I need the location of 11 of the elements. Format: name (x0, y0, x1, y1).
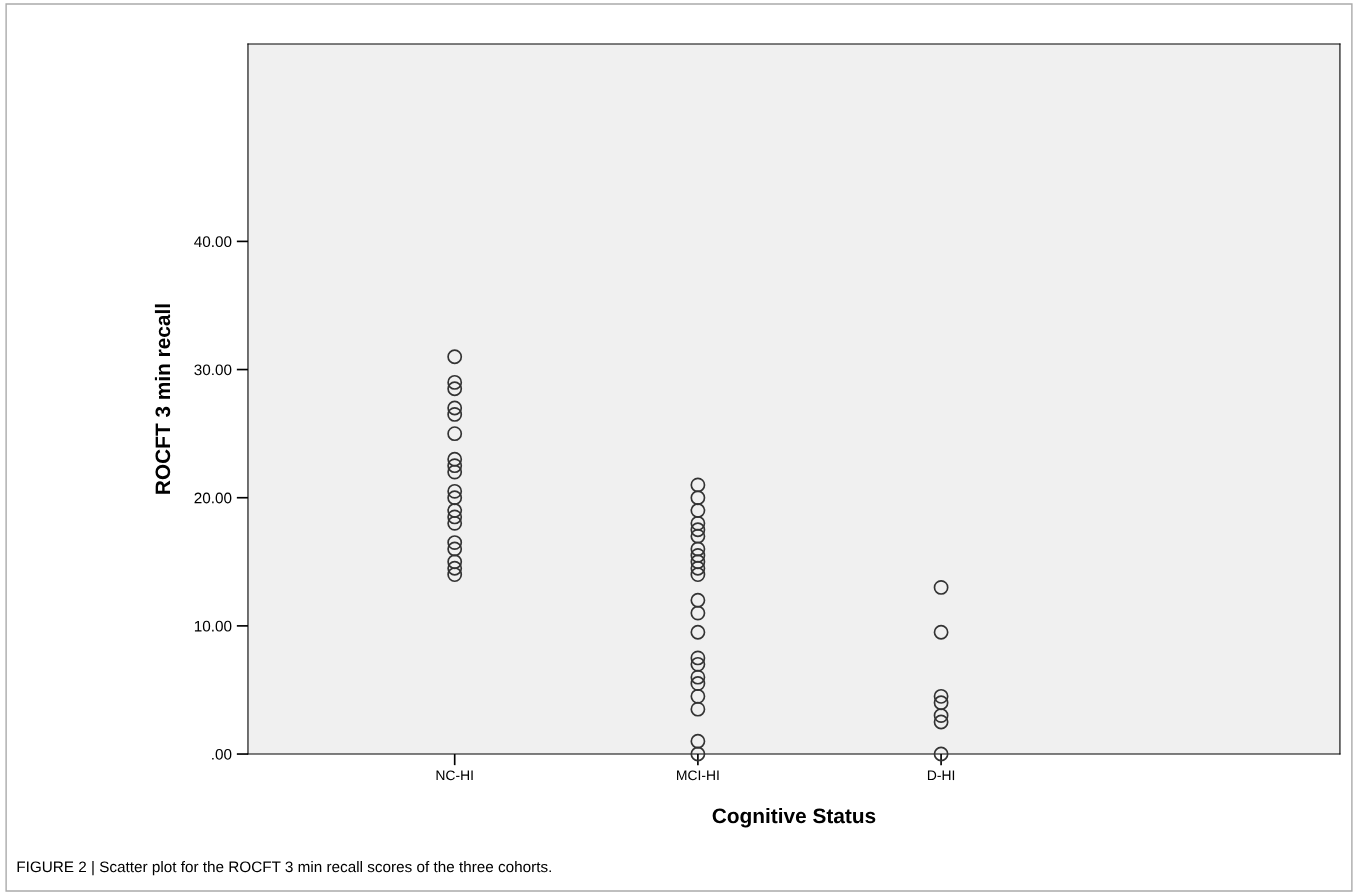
x-tick-label: MCI-HI (677, 770, 719, 781)
y-tick-label: 40.00 (194, 236, 232, 248)
x-tick-label: D-HI (927, 770, 955, 781)
y-tick-label: 10.00 (194, 620, 232, 632)
y-tick-label: 20.00 (194, 492, 232, 504)
y-tick-label: .00 (212, 748, 232, 760)
y-axis-title: ROCFT 3 min recall (154, 304, 171, 494)
caption: FIGURE 2 | Scatter plot for the ROCFT 3 min recall scores of the three cohorts. (17, 861, 551, 876)
x-tick-label: NC-HI (436, 770, 473, 781)
y-tick-label: 30.00 (194, 364, 232, 376)
x-axis-title: Cognitive Status (712, 807, 876, 828)
